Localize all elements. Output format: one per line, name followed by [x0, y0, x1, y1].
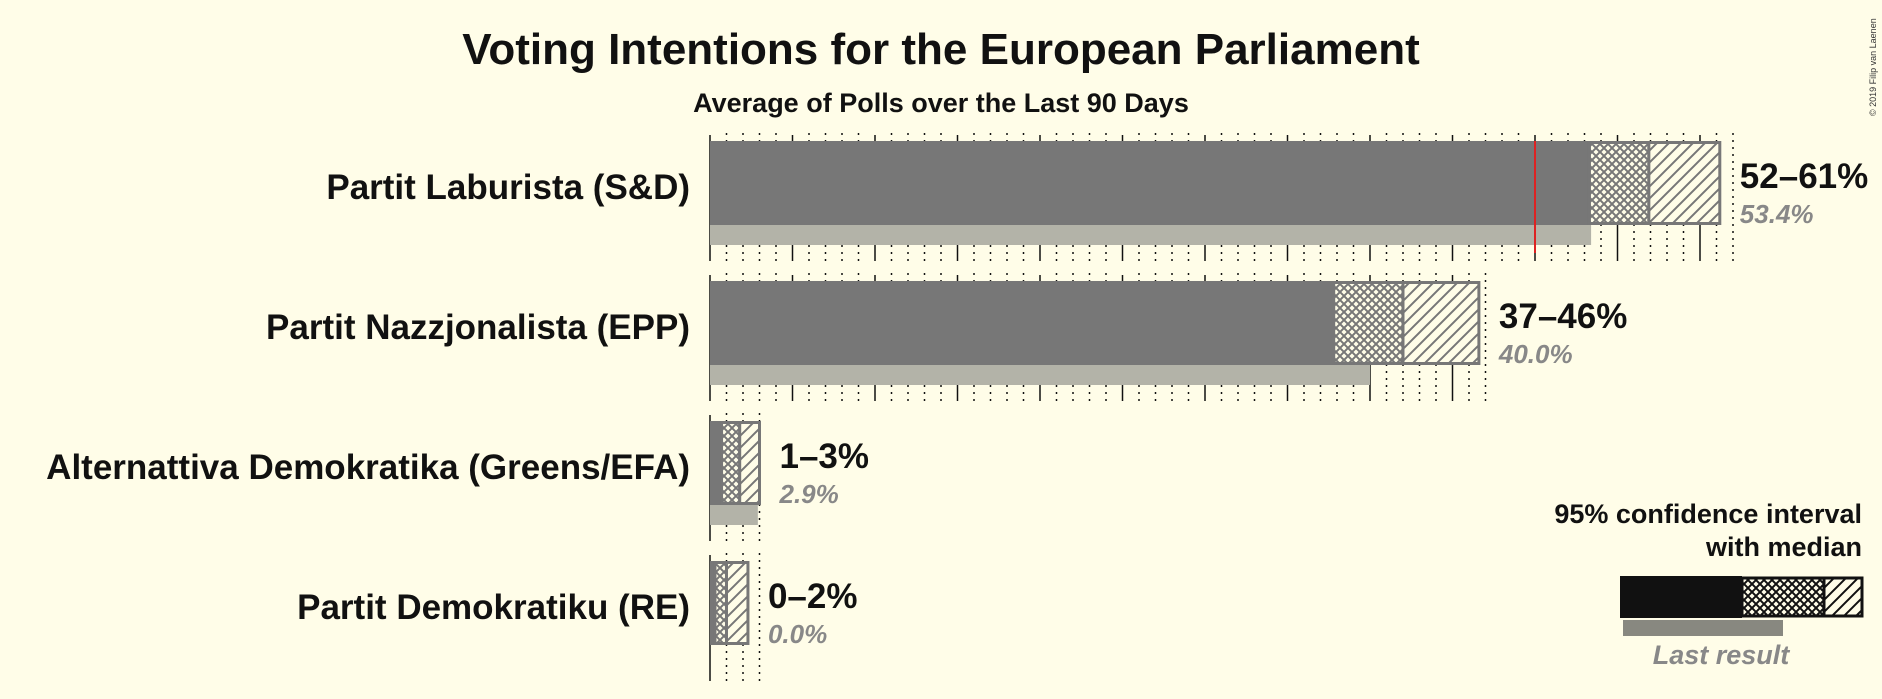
- range-label: 37–46%: [1499, 297, 1627, 336]
- party-label: Partit Nazzjonalista (EPP): [266, 308, 690, 347]
- ci80-box: [1587, 141, 1651, 225]
- copyright-note: © 2019 Filip van Laenen: [1868, 18, 1878, 116]
- legend-ci-line2: with median: [1705, 532, 1862, 562]
- range-label: 52–61%: [1740, 157, 1868, 196]
- party-label: Partit Laburista (S&D): [326, 168, 690, 207]
- legend-last-result-bar: [1623, 620, 1783, 636]
- median-bar: [710, 421, 722, 505]
- chart-title: Voting Intentions for the European Parli…: [462, 25, 1420, 74]
- range-label: 1–3%: [780, 437, 870, 476]
- legend-ci95-box: [1822, 576, 1864, 618]
- legend-ci-line1: 95% confidence interval: [1554, 499, 1862, 529]
- ci80-box: [1332, 281, 1405, 365]
- ci80-box: [720, 421, 742, 505]
- ci95-box: [1401, 281, 1481, 365]
- ci95-box: [738, 421, 762, 505]
- median-bar: [710, 141, 1590, 225]
- last-result-label: 40.0%: [1498, 339, 1573, 369]
- ci80-box: [713, 561, 729, 645]
- legend-last-result-label: Last result: [1653, 640, 1791, 670]
- last-result-label: 2.9%: [779, 479, 839, 509]
- party-label: Partit Demokratiku (RE): [297, 588, 690, 627]
- median-bar: [710, 561, 715, 645]
- range-label: 0–2%: [768, 577, 858, 616]
- ci95-box: [725, 561, 750, 645]
- last-result-label: 0.0%: [768, 619, 827, 649]
- bars: Partit Laburista (S&D) 52–61%53.4% Partit …: [46, 141, 1868, 649]
- last-result-label: 53.4%: [1740, 199, 1814, 229]
- legend: 95% confidence interval with median Last…: [1554, 499, 1864, 670]
- legend-ci80-box: [1740, 576, 1826, 618]
- median-bar: [710, 281, 1334, 365]
- party-label: Alternattiva Demokratika (Greens/EFA): [46, 448, 690, 487]
- ci95-box: [1647, 141, 1722, 225]
- legend-median-bar: [1620, 576, 1742, 618]
- chart-subtitle: Average of Polls over the Last 90 Days: [693, 88, 1189, 118]
